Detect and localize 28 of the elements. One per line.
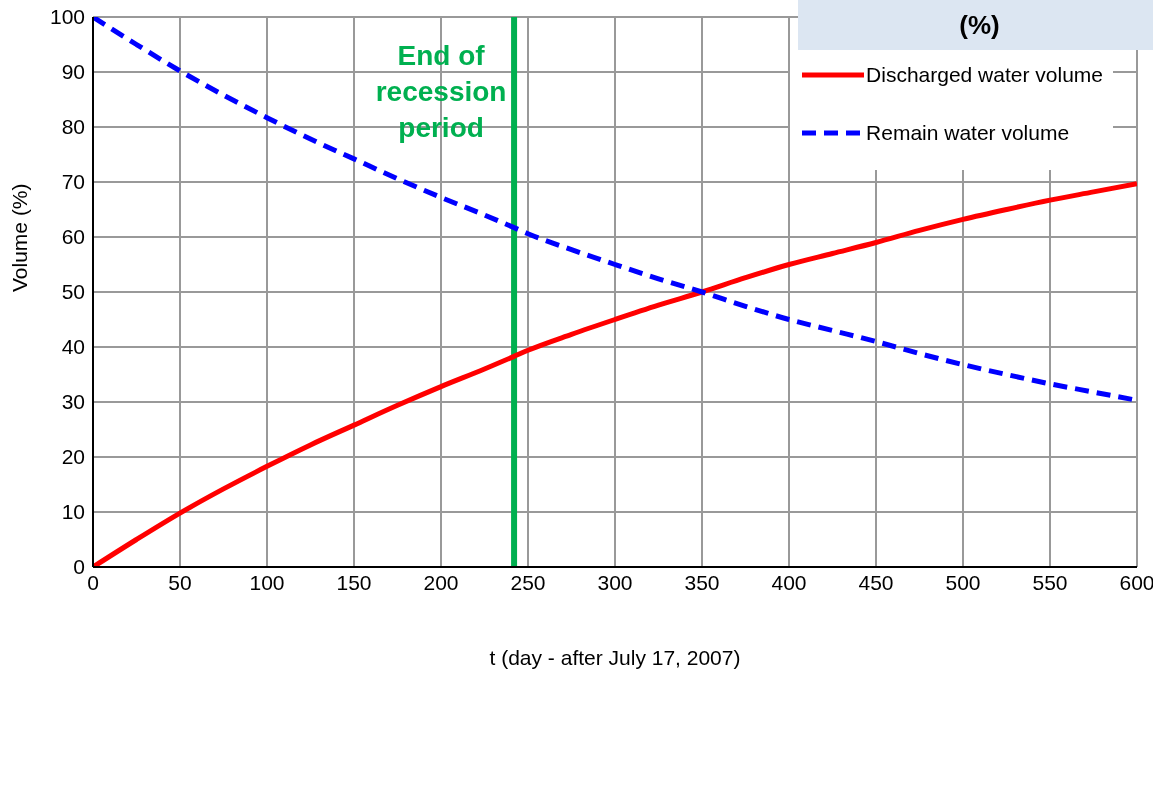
x-tick-label: 450 [858, 570, 894, 594]
y-tick-label: 100 [49, 5, 85, 29]
legend-label: Remain water volume [866, 121, 1070, 145]
x-axis-title: t (day - after July 17, 2007) [489, 646, 741, 669]
x-tick-label: 400 [771, 570, 807, 594]
x-tick-label: 500 [945, 570, 981, 594]
y-tick-label: 70 [61, 170, 85, 194]
ref-line-label: End of recession period [375, 40, 507, 143]
legend-label: Discharged water volume [866, 63, 1103, 87]
y-tick-label: 40 [61, 335, 85, 359]
x-tick-label: 150 [336, 570, 372, 594]
y-tick-label: 50 [61, 280, 85, 304]
x-tick-label: 200 [423, 570, 459, 594]
y-tick-label: 10 [61, 500, 85, 524]
x-tick-label: 600 [1119, 570, 1153, 594]
x-tick-label: 50 [168, 570, 192, 594]
y-tick-label: 20 [61, 445, 85, 469]
y-tick-label: 0 [73, 555, 85, 579]
y-tick-label: 90 [61, 60, 85, 84]
x-tick-label: 550 [1032, 570, 1068, 594]
y-tick-label: 60 [61, 225, 85, 249]
x-tick-label: 250 [510, 570, 546, 594]
y-axis-title: Volume (%) [8, 183, 32, 292]
y-tick-label: 30 [61, 390, 85, 414]
y-tick-label: 80 [61, 115, 85, 139]
x-tick-label: 100 [249, 570, 285, 594]
x-tick-label: 300 [597, 570, 633, 594]
x-tick-label: 350 [684, 570, 720, 594]
